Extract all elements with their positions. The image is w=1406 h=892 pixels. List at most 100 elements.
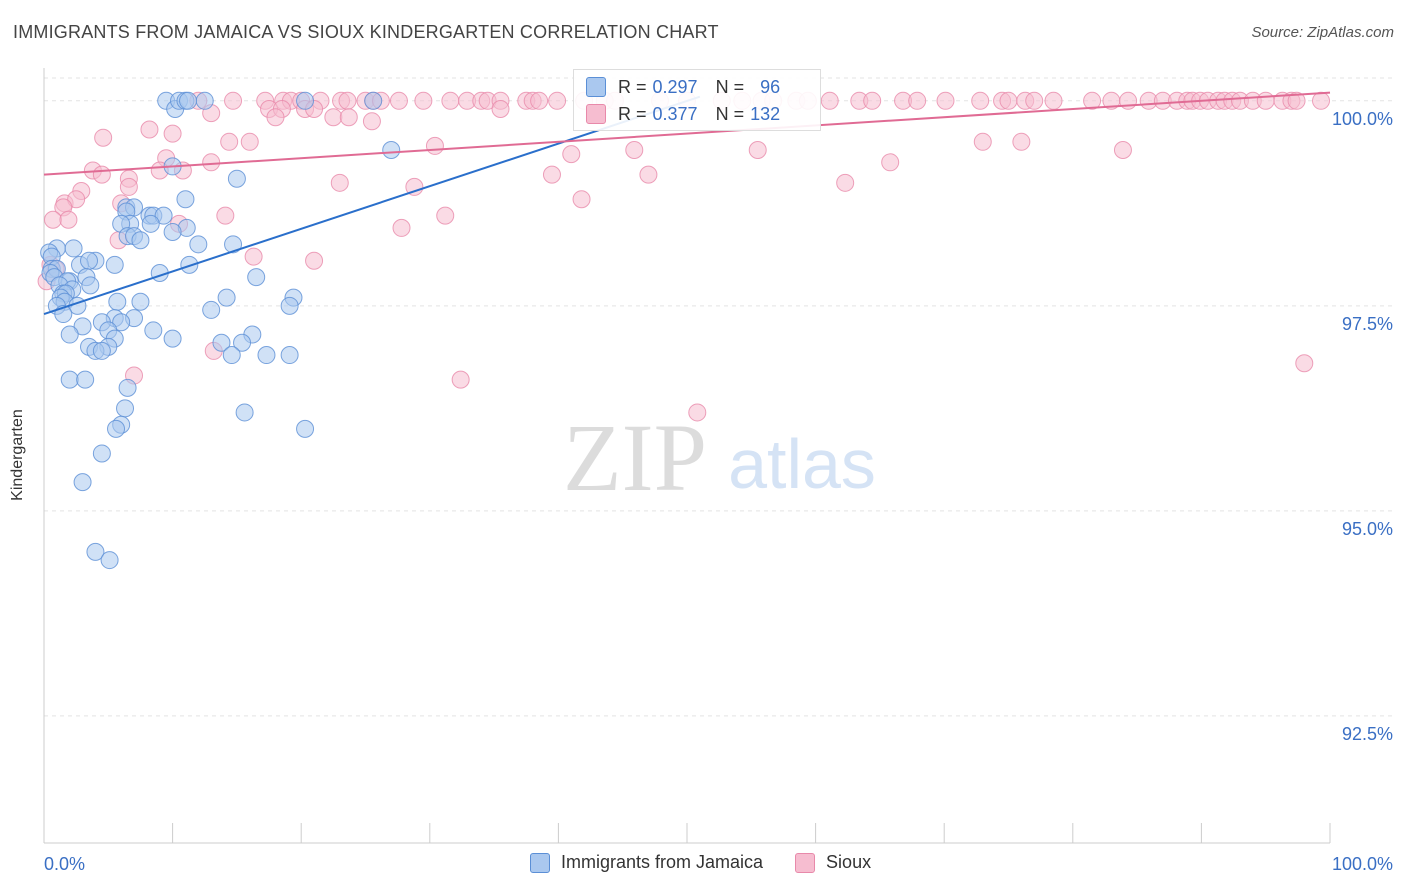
jamaica-point: [60, 325, 79, 344]
sioux-point: [240, 132, 259, 151]
sioux-point: [216, 206, 235, 225]
jamaica-point: [257, 346, 276, 365]
legend-item-sioux[interactable]: Sioux: [795, 852, 871, 873]
jamaica-point: [382, 141, 401, 160]
axes: [43, 68, 1331, 844]
sioux-point: [244, 247, 263, 266]
jamaica-point: [176, 190, 195, 209]
jamaica-point: [76, 370, 95, 389]
stats-swatch-jamaica: [586, 77, 606, 97]
sioux-point: [338, 91, 357, 110]
n-value-jamaica: 96: [760, 76, 781, 97]
jamaica-point: [92, 444, 111, 463]
r-value-jamaica: 0.297: [652, 76, 698, 97]
sioux-point: [1025, 91, 1044, 110]
tick-labels: 100.0% 97.5% 95.0% 92.5% 0.0% 100.0%: [44, 109, 1393, 874]
sioux-point: [140, 120, 159, 139]
sioux-points: [37, 91, 1330, 422]
sioux-point: [405, 177, 424, 196]
legend-item-jamaica[interactable]: Immigrants from Jamaica: [530, 852, 763, 873]
watermark-atlas: atlas: [728, 425, 876, 503]
sioux-point: [999, 91, 1018, 110]
sioux-point: [92, 165, 111, 184]
jamaica-point: [92, 341, 111, 360]
jamaica-point: [179, 91, 198, 110]
y-tick-label: 95.0%: [1342, 519, 1393, 539]
sioux-point: [414, 91, 433, 110]
sioux-point: [119, 177, 138, 196]
jamaica-point: [118, 378, 137, 397]
jamaica-point: [217, 288, 236, 307]
jamaica-point: [64, 239, 83, 258]
legend: Immigrants from Jamaica Sioux: [530, 852, 903, 873]
sioux-point: [936, 91, 955, 110]
jamaica-point: [195, 91, 214, 110]
y-tick-label: 100.0%: [1332, 109, 1393, 129]
sioux-point: [1083, 91, 1102, 110]
jamaica-point: [154, 206, 173, 225]
r-label: R =: [618, 76, 647, 97]
legend-label-jamaica: Immigrants from Jamaica: [561, 852, 764, 872]
stats-row-sioux: R = 0.377 N = 132: [586, 102, 780, 126]
jamaica-point: [100, 551, 119, 570]
r-value-sioux: 0.377: [652, 103, 698, 124]
x-tick-label: 100.0%: [1332, 854, 1393, 874]
jamaica-point: [212, 333, 231, 352]
sioux-point: [572, 190, 591, 209]
sioux-point: [748, 141, 767, 160]
sioux-point: [1311, 91, 1330, 110]
sioux-point: [305, 251, 324, 270]
legend-swatch-sioux: [795, 852, 816, 873]
sioux-point: [530, 91, 549, 110]
jamaica-point: [364, 91, 383, 110]
sioux-point: [971, 91, 990, 110]
sioux-point: [339, 108, 358, 127]
jamaica-point: [60, 370, 79, 389]
legend-label-sioux: Sioux: [826, 852, 872, 872]
watermark: ZIP atlas: [563, 404, 876, 511]
jamaica-point: [296, 419, 315, 438]
sioux-point: [881, 153, 900, 172]
sioux-point: [451, 370, 470, 389]
sioux-point: [973, 132, 992, 151]
grid-lines: [44, 77, 1392, 717]
source-note: Source: ZipAtlas.com: [1251, 24, 1394, 41]
stats-legend: R = 0.297 N = 96 R = 0.377 N = 132: [573, 69, 821, 131]
sioux-point: [202, 153, 221, 172]
sioux-point: [220, 132, 239, 151]
sioux-point: [94, 128, 113, 147]
jamaica-point: [163, 329, 182, 348]
sioux-point: [836, 173, 855, 192]
sioux-point: [863, 91, 882, 110]
sioux-point: [266, 108, 285, 127]
sioux-point: [44, 210, 63, 229]
sioux-point: [639, 165, 658, 184]
jamaica-point: [141, 214, 160, 233]
sioux-point: [491, 100, 510, 119]
jamaica-point: [86, 542, 105, 561]
watermark-zip: ZIP: [563, 404, 707, 511]
sioux-point: [542, 165, 561, 184]
jamaica-point: [280, 296, 299, 315]
sioux-point: [1256, 91, 1275, 110]
jamaica-point: [235, 403, 254, 422]
sioux-point: [1044, 91, 1063, 110]
jamaica-point: [224, 235, 243, 254]
sioux-point: [548, 91, 567, 110]
sioux-point: [562, 145, 581, 164]
sioux-point: [389, 91, 408, 110]
jamaica-point: [112, 313, 131, 332]
sioux-point: [330, 173, 349, 192]
jamaica-point: [296, 91, 315, 110]
jamaica-point: [247, 268, 266, 287]
sioux-point: [362, 112, 381, 131]
sioux-point: [436, 206, 455, 225]
jamaica-point: [107, 419, 126, 438]
jamaica-point: [131, 292, 150, 311]
jamaica-point: [108, 292, 127, 311]
legend-swatch-jamaica: [530, 852, 550, 873]
sioux-point: [425, 136, 444, 155]
n-value-sioux: 132: [750, 103, 781, 124]
jamaica-point: [131, 231, 150, 250]
